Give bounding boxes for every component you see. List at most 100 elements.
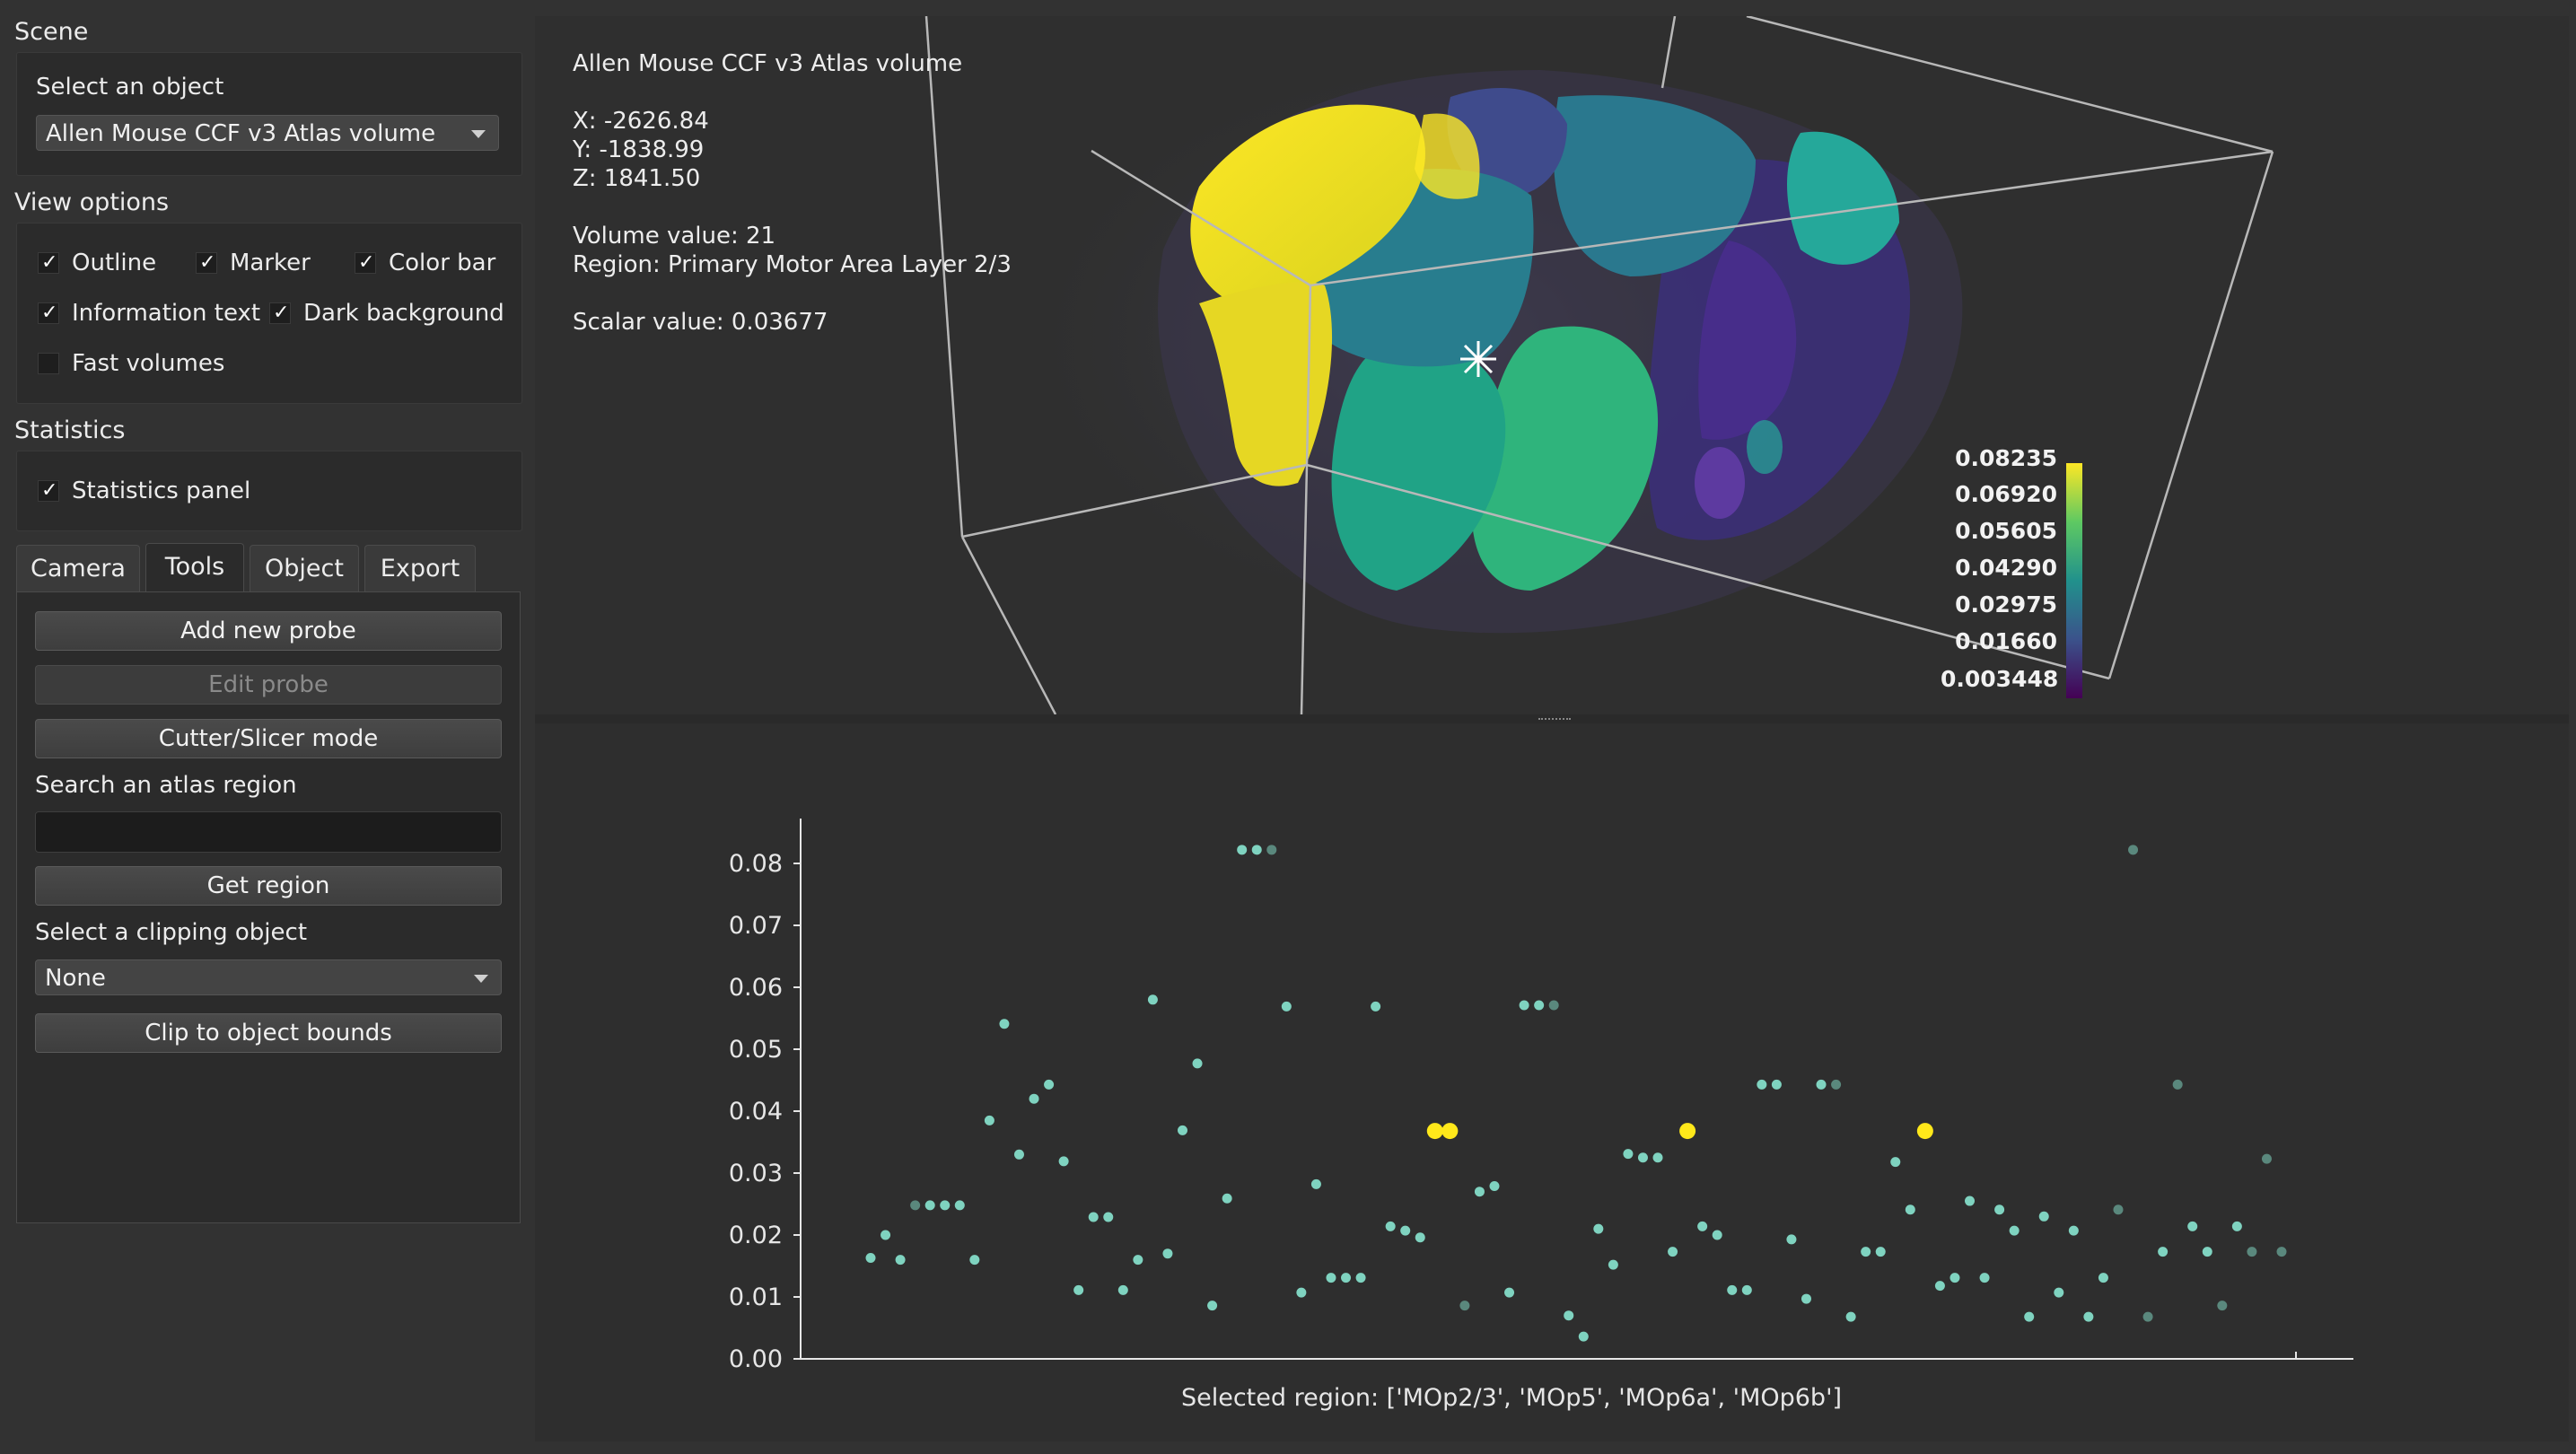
data-point bbox=[1474, 1187, 1485, 1197]
clipping-object-select[interactable]: None bbox=[35, 959, 502, 995]
data-point bbox=[1786, 1234, 1797, 1245]
scatter-plot: 0.00 0.01 0.02 0.03 0.04 0.05 0.06 0.07 0.08 Sel… bbox=[729, 819, 2353, 1412]
data-point bbox=[1801, 1293, 1811, 1304]
data-point bbox=[1207, 1301, 1218, 1311]
splitter-handle-icon bbox=[1538, 718, 1571, 723]
data-point bbox=[1251, 845, 1262, 855]
data-point bbox=[1741, 1284, 1752, 1295]
data-point bbox=[1875, 1247, 1886, 1257]
fast-volumes-checkbox[interactable]: Fast volumes bbox=[38, 350, 224, 377]
data-point bbox=[1727, 1284, 1738, 1295]
object-select[interactable]: Allen Mouse CCF v3 Atlas volume bbox=[36, 115, 499, 151]
data-point bbox=[1371, 1001, 1381, 1012]
get-region-button[interactable]: Get region bbox=[35, 866, 502, 906]
data-point bbox=[1934, 1281, 1945, 1292]
statistics-panel-checkbox[interactable]: ✓ Statistics panel bbox=[38, 477, 250, 504]
chevron-down-icon bbox=[471, 130, 486, 138]
data-point bbox=[1177, 1125, 1187, 1135]
tab-object[interactable]: Object bbox=[250, 545, 359, 591]
data-point bbox=[1845, 1311, 1856, 1322]
data-point bbox=[2113, 1204, 2124, 1215]
statistics-plot-panel: 0.00 0.01 0.02 0.03 0.04 0.05 0.06 0.07 0.08 Sel… bbox=[535, 723, 2569, 1441]
data-point bbox=[1593, 1223, 1604, 1234]
data-point bbox=[1757, 1079, 1767, 1090]
select-object-label: Select an object bbox=[36, 74, 224, 101]
data-point bbox=[1637, 1152, 1648, 1163]
data-point bbox=[1994, 1204, 2005, 1215]
data-point bbox=[2098, 1273, 2108, 1283]
highlighted-point bbox=[1679, 1123, 1696, 1140]
marker-checkbox[interactable]: ✓ Marker bbox=[196, 250, 311, 276]
region-yellow-cortex bbox=[1190, 104, 1425, 303]
y-tick-label: 0.05 bbox=[729, 1036, 783, 1064]
data-point bbox=[1608, 1259, 1618, 1270]
data-point bbox=[1548, 1000, 1559, 1011]
add-probe-button[interactable]: Add new probe bbox=[35, 611, 502, 651]
data-point bbox=[1237, 845, 1248, 855]
highlighted-point bbox=[1426, 1123, 1443, 1140]
data-point bbox=[881, 1230, 891, 1240]
data-point bbox=[1623, 1149, 1634, 1160]
data-point bbox=[1831, 1079, 1842, 1090]
volume-viewer[interactable]: Allen Mouse CCF v3 Atlas volume X: -2626… bbox=[535, 16, 2569, 714]
data-point bbox=[1103, 1212, 1114, 1222]
data-point bbox=[2217, 1301, 2228, 1311]
data-point bbox=[1073, 1284, 1084, 1295]
region-yellow-top bbox=[1415, 113, 1480, 199]
data-point bbox=[999, 1019, 1010, 1029]
data-point bbox=[1564, 1310, 1574, 1321]
tab-tools[interactable]: Tools bbox=[145, 543, 244, 593]
colorbar-label: 0.06920 bbox=[1955, 481, 2057, 507]
splitter[interactable] bbox=[535, 714, 2569, 723]
check-icon: ✓ bbox=[273, 302, 290, 324]
data-point bbox=[1950, 1273, 1960, 1283]
search-region-input[interactable] bbox=[35, 811, 502, 853]
data-point bbox=[895, 1255, 906, 1266]
clipping-object-label: Select a clipping object bbox=[35, 919, 308, 946]
colorbar-label: 0.05605 bbox=[1955, 518, 2057, 544]
outline-checkbox[interactable]: ✓ Outline bbox=[38, 250, 156, 276]
y-tick-label: 0.06 bbox=[729, 974, 783, 1002]
data-point bbox=[1534, 1000, 1545, 1011]
data-point bbox=[1400, 1225, 1411, 1236]
highlighted-point bbox=[1916, 1123, 1933, 1140]
data-point bbox=[1133, 1255, 1143, 1266]
data-point bbox=[1088, 1212, 1099, 1222]
y-tick-label: 0.04 bbox=[729, 1098, 783, 1126]
data-point bbox=[2142, 1311, 2153, 1322]
data-point bbox=[1519, 1000, 1529, 1011]
data-point bbox=[969, 1255, 980, 1266]
data-point bbox=[1385, 1221, 1396, 1231]
data-point bbox=[865, 1253, 876, 1264]
data-point bbox=[1712, 1230, 1722, 1240]
colorbar-label: 0.01660 bbox=[1955, 628, 2057, 654]
data-point bbox=[910, 1200, 921, 1211]
cutter-slicer-button[interactable]: Cutter/Slicer mode bbox=[35, 719, 502, 758]
x-axis-label: Selected region: ['MOp2/3', 'MOp5', 'MOp… bbox=[1181, 1384, 1842, 1412]
dark-background-checkbox[interactable]: ✓ Dark background bbox=[269, 300, 504, 327]
region-yellow-band bbox=[1199, 282, 1333, 486]
tab-export[interactable]: Export bbox=[364, 545, 476, 591]
colorbar bbox=[2066, 463, 2082, 698]
y-tick-label: 0.02 bbox=[729, 1222, 783, 1249]
clipping-object-value: None bbox=[45, 965, 106, 992]
brain-volume-render bbox=[924, 16, 2274, 714]
highlighted-point bbox=[1441, 1123, 1459, 1140]
information-text-checkbox[interactable]: ✓ Information text bbox=[38, 300, 260, 327]
check-icon: ✓ bbox=[41, 251, 58, 274]
clip-bounds-button[interactable]: Clip to object bounds bbox=[35, 1013, 502, 1053]
search-region-label: Search an atlas region bbox=[35, 772, 297, 799]
y-tick-label: 0.07 bbox=[729, 912, 783, 940]
data-point bbox=[924, 1200, 935, 1211]
colorbar-label: 0.08235 bbox=[1955, 445, 2057, 471]
data-point bbox=[1341, 1273, 1352, 1283]
data-point bbox=[1979, 1273, 1990, 1283]
tab-camera[interactable]: Camera bbox=[16, 545, 140, 591]
edit-probe-button[interactable]: Edit probe bbox=[35, 665, 502, 705]
data-point bbox=[2009, 1225, 2020, 1236]
outline-box bbox=[924, 16, 2274, 714]
data-point bbox=[1326, 1273, 1336, 1283]
statistics-title: Statistics bbox=[14, 416, 126, 444]
color-bar-checkbox[interactable]: ✓ Color bar bbox=[355, 250, 495, 276]
data-point bbox=[2083, 1311, 2094, 1322]
